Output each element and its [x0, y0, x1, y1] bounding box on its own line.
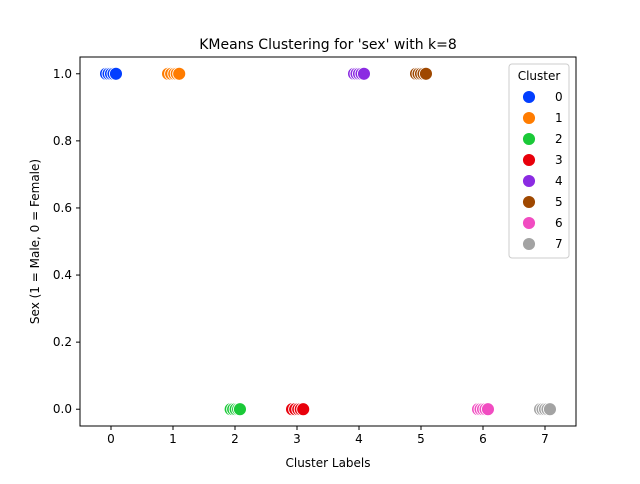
legend-marker-cluster-7 — [522, 237, 536, 251]
y-tick-label: 0.4 — [53, 268, 72, 282]
scatter-point-cluster-0 — [109, 66, 123, 81]
y-axis-ticks: 0.0 0.2 0.4 0.6 0.8 1.0 — [53, 67, 80, 416]
scatter-point-cluster-1 — [172, 66, 187, 81]
legend-marker-cluster-0 — [522, 90, 536, 104]
x-tick-label: 2 — [231, 432, 239, 446]
legend: Cluster 0 1 2 3 4 5 6 7 — [508, 63, 570, 259]
scatter-point-cluster-6 — [481, 402, 495, 417]
x-tick-label: 4 — [355, 432, 363, 446]
y-axis-label: Sex (1 = Male, 0 = Female) — [28, 159, 42, 324]
points-layer — [99, 66, 557, 417]
y-tick-label: 0.6 — [53, 201, 72, 215]
legend-label-cluster-6: 6 — [555, 216, 563, 230]
legend-title: Cluster — [518, 69, 561, 83]
plot-area — [80, 57, 576, 426]
legend-label-cluster-1: 1 — [555, 111, 563, 125]
x-axis-label: Cluster Labels — [285, 456, 370, 470]
legend-label-cluster-3: 3 — [555, 153, 563, 167]
x-tick-label: 6 — [479, 432, 487, 446]
x-tick-label: 0 — [107, 432, 115, 446]
legend-label-cluster-4: 4 — [555, 174, 563, 188]
legend-marker-cluster-6 — [522, 216, 536, 230]
legend-label-cluster-7: 7 — [555, 237, 563, 251]
axes-frame — [79, 56, 577, 427]
scatter-point-cluster-7 — [543, 402, 557, 417]
y-tick-label: 1.0 — [53, 67, 72, 81]
legend-marker-cluster-1 — [522, 111, 536, 125]
x-tick-label: 5 — [417, 432, 425, 446]
legend-label-cluster-2: 2 — [555, 132, 563, 146]
legend-marker-cluster-4 — [522, 174, 536, 188]
y-tick-label: 0.2 — [53, 335, 72, 349]
x-axis-ticks: 0 1 2 3 4 5 6 7 — [107, 426, 549, 446]
legend-marker-cluster-2 — [522, 132, 536, 146]
y-tick-label: 0.8 — [53, 134, 72, 148]
scatter-point-cluster-5 — [419, 66, 433, 81]
legend-label-cluster-5: 5 — [555, 195, 563, 209]
x-tick-label: 7 — [541, 432, 549, 446]
x-tick-label: 1 — [169, 432, 177, 446]
scatter-point-cluster-2 — [233, 402, 247, 417]
scatter-point-cluster-4 — [357, 66, 371, 81]
chart-title: KMeans Clustering for 'sex' with k=8 — [199, 37, 457, 53]
y-tick-label: 0.0 — [53, 402, 72, 416]
scatter-point-cluster-3 — [296, 402, 311, 417]
legend-marker-cluster-3 — [522, 153, 536, 167]
x-tick-label: 3 — [293, 432, 301, 446]
legend-marker-cluster-5 — [522, 195, 536, 209]
legend-items: 0 1 2 3 4 5 6 7 — [522, 90, 563, 251]
legend-box — [508, 63, 570, 259]
legend-label-cluster-0: 0 — [555, 90, 563, 104]
